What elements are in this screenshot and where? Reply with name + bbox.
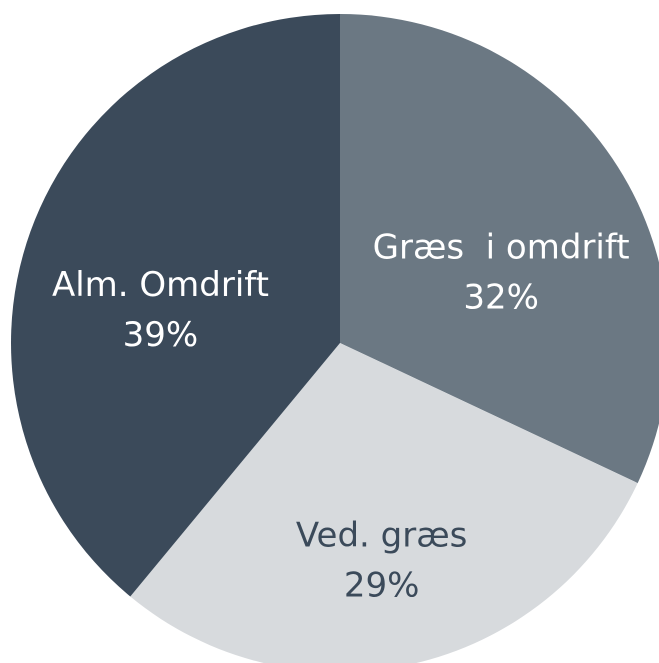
pie-slice bbox=[340, 14, 659, 484]
slice-value-label: 39% bbox=[123, 315, 199, 355]
slice-label: Alm. Omdrift bbox=[52, 265, 269, 305]
pie-slice bbox=[10, 14, 340, 597]
slice-value-label: 32% bbox=[463, 277, 539, 317]
slice-value-label: 29% bbox=[344, 566, 420, 606]
slice-label: Græs i omdrift bbox=[373, 227, 630, 267]
slice-label: Ved. græs bbox=[296, 516, 467, 556]
pie-slice bbox=[130, 343, 638, 663]
